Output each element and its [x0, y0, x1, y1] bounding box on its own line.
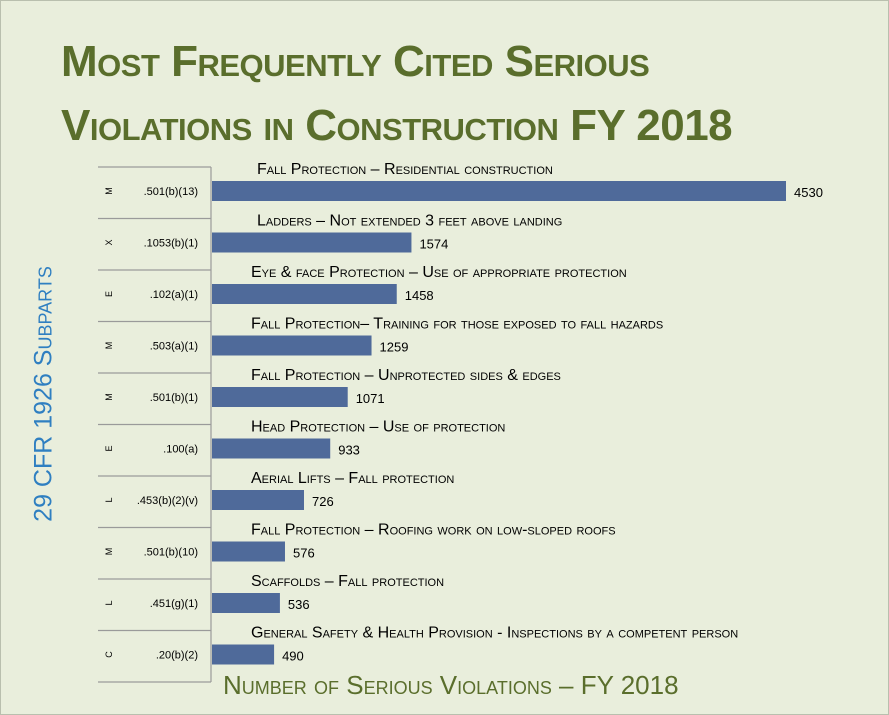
bar-category-label: Head Protection – Use of protection	[251, 419, 505, 436]
bar	[212, 593, 280, 613]
section-code-label: .501(b)(1)	[150, 392, 198, 404]
bar-category-label: Eye & face Protection – Use of appropria…	[251, 264, 627, 281]
section-code-label: .501(b)(13)	[144, 186, 198, 198]
bar-category-label: Fall Protection – Unprotected sides & ed…	[251, 367, 561, 384]
bar	[212, 387, 348, 407]
bar	[212, 490, 304, 510]
subpart-letter-label: C	[104, 651, 114, 658]
bar-value-label: 4530	[794, 185, 823, 200]
bar-value-label: 933	[338, 443, 360, 458]
chart-title-line-2: Violations in Construction FY 2018	[61, 101, 733, 150]
bar	[212, 232, 412, 253]
subpart-letter-label: X	[104, 239, 114, 245]
bar-value-label: 1259	[380, 340, 409, 355]
subpart-letter-label: E	[104, 445, 114, 451]
section-code-label: .100(a)	[163, 444, 198, 456]
section-code-label: .503(a)(1)	[150, 341, 198, 353]
subpart-letter-label: M	[104, 393, 114, 401]
section-code-label: .451(g)(1)	[150, 598, 198, 610]
bar-category-label: Fall Protection – Residential constructi…	[257, 161, 553, 178]
chart-title-line-1: Most Frequently Cited Serious	[61, 37, 650, 86]
bar-value-label: 726	[312, 494, 334, 509]
bar	[212, 335, 372, 356]
section-code-label: .453(b)(2)(v)	[137, 495, 198, 507]
subpart-letter-label: M	[104, 548, 114, 556]
subpart-letter-label: L	[104, 497, 114, 502]
subpart-letter-label: M	[104, 187, 114, 195]
bar	[212, 541, 285, 562]
bar-value-label: 1071	[356, 391, 385, 406]
bar-category-label: Fall Protection– Training for those expo…	[251, 316, 663, 333]
section-code-label: .1053(b)(1)	[144, 238, 198, 250]
section-code-label: .102(a)(1)	[150, 289, 198, 301]
bar-category-label: Aerial Lifts – Fall protection	[251, 470, 454, 487]
bar-value-label: 1574	[419, 237, 448, 252]
bar	[212, 284, 397, 304]
subpart-letter-label: M	[104, 342, 114, 350]
bar-value-label: 576	[293, 546, 315, 561]
bar-category-label: Ladders – Not extended 3 feet above land…	[257, 213, 562, 230]
bar	[212, 644, 275, 665]
bar-value-label: 490	[282, 649, 304, 664]
bar-category-label: Scaffolds – Fall protection	[251, 573, 444, 590]
x-axis-label: Number of Serious Violations – FY 2018	[223, 670, 679, 700]
section-code-label: .20(b)(2)	[156, 650, 198, 662]
bar-value-label: 536	[288, 597, 310, 612]
bar	[212, 181, 786, 201]
section-code-label: .501(b)(10)	[144, 547, 198, 559]
bar-category-label: General Safety & Health Provision - Insp…	[251, 625, 738, 642]
bar	[212, 438, 331, 459]
bar-category-label: Fall Protection – Roofing work on low-sl…	[251, 522, 616, 539]
subpart-letter-label: L	[104, 600, 114, 605]
subpart-letter-label: E	[104, 291, 114, 297]
bar-value-label: 1458	[405, 288, 434, 303]
